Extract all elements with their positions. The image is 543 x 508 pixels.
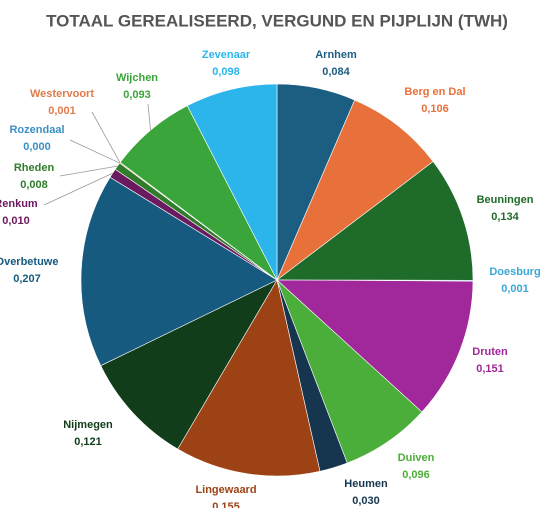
slice-label: Lingewaard — [195, 484, 256, 496]
slice-label: Wijchen — [116, 72, 158, 84]
pie-slice — [276, 161, 474, 281]
slice-value: 0,000 — [23, 141, 51, 153]
leader-line — [69, 139, 120, 164]
leader-line — [91, 111, 121, 163]
leader-line — [147, 103, 151, 131]
slice-label: Zevenaar — [202, 49, 251, 61]
slice-value: 0,010 — [2, 215, 30, 227]
slice-value: 0,106 — [421, 103, 449, 115]
pie-slice — [177, 279, 321, 477]
chart-title: TOTAAL GEREALISEERD, VERGUND EN PIJPLIJN… — [46, 11, 508, 30]
slice-value: 0,084 — [322, 66, 350, 78]
slice-label: Druten — [472, 346, 508, 358]
slice-value: 0,098 — [212, 66, 240, 78]
slice-label: Heumen — [344, 478, 388, 490]
leader-line — [59, 165, 118, 177]
slice-value: 0,151 — [476, 363, 504, 375]
slice-value: 0,030 — [352, 495, 380, 507]
pie-slice — [80, 176, 278, 367]
leader-line — [43, 172, 113, 206]
slice-value: 0,134 — [491, 211, 519, 223]
pie-slice — [186, 83, 278, 281]
slice-label: Berg en Dal — [404, 86, 465, 98]
slice-label: Rheden — [14, 162, 55, 174]
slice-label: Renkum — [0, 198, 38, 210]
slice-label: Rozendaal — [9, 124, 64, 136]
pie-slice — [100, 279, 278, 450]
slice-label: Duiven — [398, 452, 435, 464]
slice-value: 0,096 — [402, 469, 430, 481]
slice-value: 0,093 — [123, 89, 151, 101]
pie-slice — [276, 279, 474, 413]
slice-value: 0,001 — [501, 283, 529, 295]
slice-label: Beuningen — [477, 194, 534, 206]
slice-value: 0,155 — [212, 501, 240, 508]
slice-value: 0,207 — [13, 273, 41, 285]
slice-value: 0,008 — [20, 179, 48, 191]
slice-value: 0,121 — [74, 436, 102, 448]
slice-label: Doesburg — [489, 266, 540, 278]
pie-slice — [276, 99, 434, 281]
slice-label: Overbetuwe — [0, 256, 58, 268]
slice-label: Nijmegen — [63, 419, 113, 431]
slice-value: 0,001 — [48, 105, 76, 117]
slice-label: Westervoort — [30, 88, 94, 100]
slice-label: Arnhem — [315, 49, 357, 61]
